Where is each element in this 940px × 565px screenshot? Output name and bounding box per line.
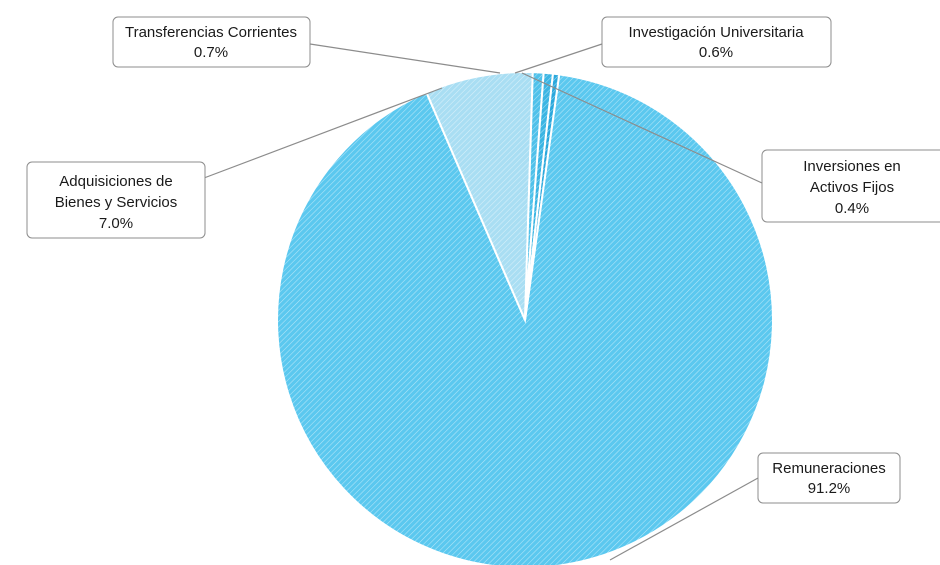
callout-value: 0.6% — [699, 44, 733, 61]
callout-transferencias-corrientes: Transferencias Corrientes 0.7% — [112, 16, 311, 68]
callout-label-line1: Adquisiciones de — [59, 173, 172, 190]
callout-label: Investigación Universitaria — [628, 24, 804, 41]
leader-line-adquisiciones — [203, 87, 443, 179]
callout-remuneraciones: Remuneraciones 91.2% — [757, 452, 901, 504]
callout-label-line2: Activos Fijos — [810, 179, 894, 196]
pie-slice-hatch — [525, 73, 560, 320]
pie-slice-hatch — [426, 71, 533, 320]
pie-hatch-overlay — [277, 71, 773, 565]
callout-label-line2: Bienes y Servicios — [55, 194, 178, 211]
callout-inversiones: Inversiones en Activos Fijos 0.4% — [761, 149, 940, 223]
callout-adquisiciones: Adquisiciones de Bienes y Servicios 7.0% — [26, 161, 206, 239]
callout-box — [26, 161, 206, 239]
callout-box — [761, 149, 940, 223]
callout-value: 7.0% — [99, 215, 133, 232]
callout-label-line1: Inversiones en — [803, 158, 901, 175]
callout-investigacion-universitaria: Investigación Universitaria 0.6% — [601, 16, 832, 68]
callout-box — [112, 16, 311, 68]
callout-value: 0.4% — [835, 200, 869, 217]
callout-label: Transferencias Corrientes — [125, 24, 297, 41]
leader-line-transferencias — [309, 43, 501, 74]
callout-box — [601, 16, 832, 68]
callout-value: 91.2% — [808, 480, 851, 497]
leader-line-inversiones — [521, 72, 763, 184]
leader-line-remuneraciones — [609, 477, 759, 561]
callout-box — [757, 452, 901, 504]
callout-label: Remuneraciones — [772, 460, 885, 477]
leader-line-investigacion — [514, 43, 603, 74]
pie-slice-hatch — [525, 72, 554, 321]
pie-slice-hatch — [525, 72, 544, 321]
pie-slice-hatch — [277, 74, 773, 565]
callout-value: 0.7% — [194, 44, 228, 61]
